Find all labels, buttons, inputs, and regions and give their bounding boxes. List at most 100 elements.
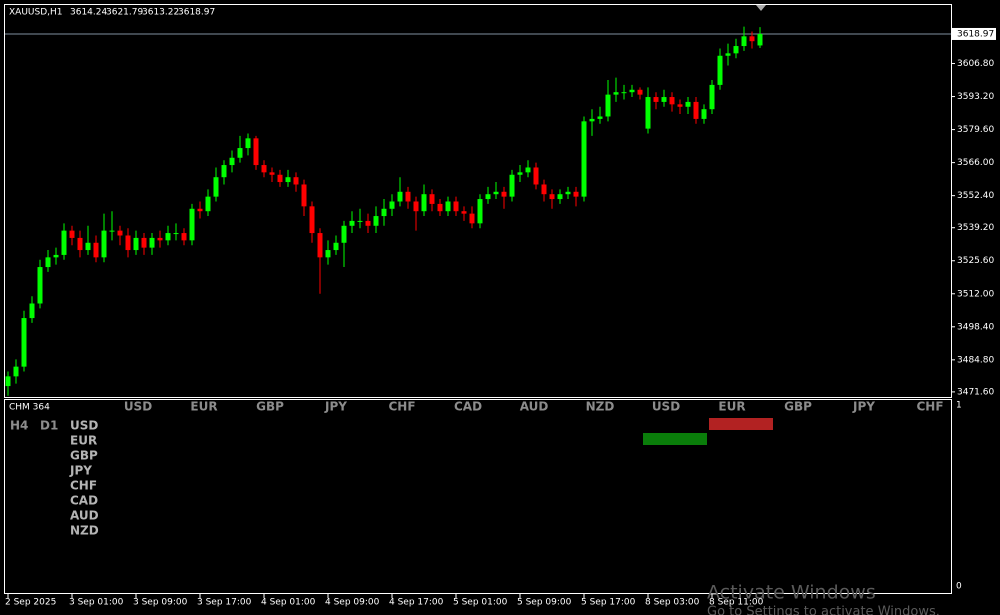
candle-body — [37, 267, 43, 304]
y-tick-label: 3471.60 — [957, 387, 994, 397]
x-tick-label: 5 Sep 17:00 — [581, 598, 636, 608]
x-tick-label: 4 Sep 17:00 — [389, 598, 444, 608]
candle-body — [725, 53, 731, 56]
candle-body — [45, 257, 51, 268]
candle-body — [101, 230, 107, 258]
candle-body — [317, 233, 323, 258]
currency-column: USD — [124, 400, 152, 414]
candle-body — [53, 254, 59, 258]
sub-frame — [4, 399, 952, 594]
candle-body — [605, 94, 611, 117]
candle-body — [157, 237, 163, 241]
candle-body — [261, 165, 267, 173]
currency-row: NZD — [70, 524, 99, 538]
candle-body — [61, 230, 67, 255]
x-tick-label: 5 Sep 09:00 — [517, 598, 572, 608]
candle-body — [301, 184, 307, 207]
y-tick-label: 3566.00 — [957, 158, 994, 168]
ohlc-value: 3613.22 — [142, 8, 179, 18]
x-tick-label: 3 Sep 17:00 — [197, 598, 252, 608]
candle-body — [541, 184, 547, 195]
candle-body — [149, 237, 155, 248]
candle-body — [29, 303, 35, 319]
candle-body — [749, 36, 755, 42]
candle-body — [677, 104, 683, 107]
candle-body — [533, 167, 539, 185]
candle-body — [405, 191, 411, 202]
y-tick-label: 3593.20 — [957, 92, 994, 102]
timeframe: H4 — [10, 419, 28, 433]
y-tick-label: 3539.20 — [957, 223, 994, 233]
candle-body — [141, 237, 147, 248]
candle-body — [357, 220, 363, 222]
currency-row: EUR — [70, 434, 97, 448]
candle-body — [629, 89, 635, 93]
candle-body — [501, 191, 507, 197]
y-tick-label: 3525.60 — [957, 256, 994, 266]
ohlc-value: 3614.24 — [70, 8, 107, 18]
x-tick-label: 5 Sep 01:00 — [453, 598, 508, 608]
currency-column: JPY — [324, 400, 347, 414]
currency-row: JPY — [69, 464, 92, 478]
scale-label: 0 — [956, 582, 962, 592]
candle-body — [429, 194, 435, 204]
candle-body — [557, 194, 563, 200]
candle-body — [213, 177, 219, 197]
shift-marker — [756, 5, 766, 11]
candle-body — [413, 201, 419, 212]
candle-body — [13, 366, 19, 377]
candle-body — [621, 92, 627, 94]
candle-body — [125, 235, 131, 251]
x-tick-label: 2 Sep 2025 — [5, 598, 56, 608]
watermark-title: Activate Windows — [707, 582, 876, 604]
candle-body — [325, 250, 331, 258]
candle-body — [733, 46, 739, 54]
candle-body — [493, 191, 499, 195]
main-frame — [4, 4, 952, 398]
currency-column: JPY — [852, 400, 875, 414]
scale-label: 1 — [956, 401, 962, 411]
candle-body — [453, 201, 459, 212]
x-tick-label: 4 Sep 09:00 — [325, 598, 380, 608]
candle-body — [93, 242, 99, 258]
currency-column: EUR — [718, 400, 745, 414]
candle-body — [237, 148, 243, 158]
currency-column: EUR — [190, 400, 217, 414]
candle-body — [349, 220, 355, 226]
price-label-box — [952, 27, 996, 40]
candle-body — [461, 211, 467, 214]
y-tick-label: 3498.40 — [957, 322, 994, 332]
x-tick-label: 3 Sep 09:00 — [133, 598, 188, 608]
candle-body — [485, 194, 491, 200]
candle-body — [285, 177, 291, 183]
currency-row: CHF — [70, 479, 97, 493]
indicator-bar — [643, 433, 707, 445]
candle-body — [181, 233, 187, 241]
candle-body — [269, 172, 275, 175]
candle-body — [293, 177, 299, 185]
candle-body — [717, 55, 723, 85]
currency-row: CAD — [70, 494, 98, 508]
candle-body — [109, 230, 115, 232]
y-tick-label: 3552.40 — [957, 191, 994, 201]
candle-body — [709, 84, 715, 110]
y-tick-label: 3579.60 — [957, 125, 994, 135]
candle-body — [741, 36, 747, 47]
x-tick-label: 3 Sep 01:00 — [69, 598, 124, 608]
currency-column: GBP — [784, 400, 812, 414]
candle-body — [341, 225, 347, 243]
candle-body — [229, 157, 235, 166]
candle-body — [477, 199, 483, 224]
candle-body — [117, 230, 123, 236]
y-tick-label: 3512.00 — [957, 289, 994, 299]
candle-body — [645, 97, 651, 129]
candle-body — [189, 208, 195, 241]
candle-body — [437, 203, 443, 212]
currency-column: CHF — [388, 400, 415, 414]
candle-body — [277, 174, 283, 183]
currency-column: CAD — [454, 400, 482, 414]
currency-row: AUD — [70, 509, 99, 523]
